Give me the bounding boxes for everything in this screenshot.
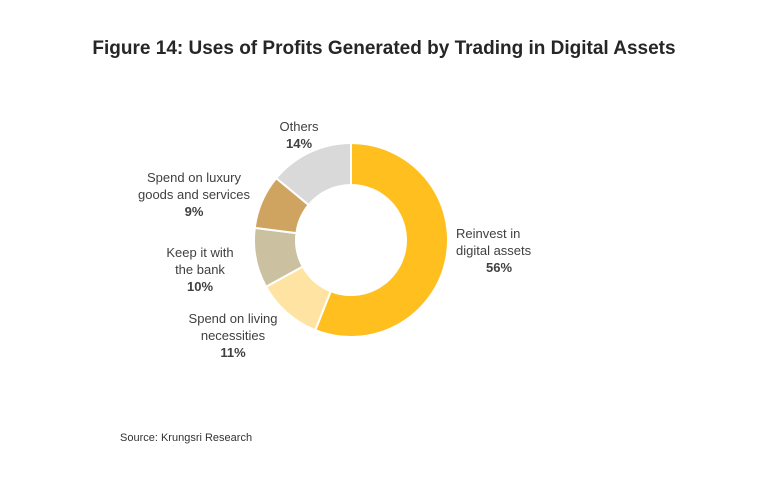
label-bank-line-1: Keep it with — [166, 245, 234, 260]
label-bank-line-2: the bank — [175, 262, 225, 277]
label-reinvest-digital-assets: Reinvest in digital assets 56% — [456, 225, 531, 276]
label-others: Others 14% — [264, 118, 334, 152]
label-living-necessities: Spend on living necessities 11% — [168, 310, 298, 361]
slice-reinvest-in-digital-assets — [313, 141, 449, 338]
label-reinvest-line-2: digital assets — [456, 243, 532, 258]
slice-others — [274, 141, 352, 207]
label-others-pct: 14% — [285, 136, 313, 151]
label-keep-with-bank: Keep it with the bank 10% — [154, 244, 246, 295]
label-bank-pct: 10% — [186, 279, 214, 294]
chart-title: Figure 14: Uses of Profits Generated by … — [92, 38, 676, 59]
label-others-line-1: Others — [279, 119, 319, 134]
label-reinvest-pct: 56% — [486, 260, 513, 275]
label-reinvest-line-1: Reinvest in — [456, 226, 521, 241]
label-luxury-goods: Spend on luxury goods and services 9% — [126, 169, 262, 220]
label-luxury-line-2: goods and services — [137, 187, 250, 202]
source-note: Source: Krungsri Research — [120, 432, 253, 444]
label-living-line-1: Spend on living — [188, 311, 278, 326]
label-living-pct: 11% — [220, 345, 246, 360]
label-living-line-2: necessities — [200, 328, 266, 343]
label-luxury-pct: 9% — [184, 204, 204, 219]
label-luxury-line-1: Spend on luxury — [147, 170, 241, 185]
